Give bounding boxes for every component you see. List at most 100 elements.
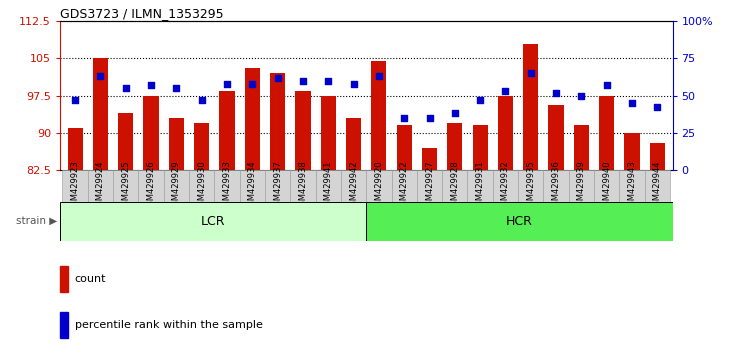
Point — [499, 88, 511, 94]
Bar — [67, 128, 83, 170]
Text: GSM429927: GSM429927 — [425, 160, 434, 211]
Point — [550, 90, 562, 96]
Text: GSM429923: GSM429923 — [71, 160, 80, 211]
Bar — [624, 133, 640, 170]
Bar — [518, 170, 543, 202]
Bar — [321, 96, 336, 170]
Bar — [290, 170, 316, 202]
Text: GSM429939: GSM429939 — [577, 160, 586, 211]
Point — [94, 73, 106, 79]
Text: GDS3723 / ILMN_1353295: GDS3723 / ILMN_1353295 — [60, 7, 224, 20]
Bar — [392, 170, 417, 202]
Text: GSM429934: GSM429934 — [248, 160, 257, 211]
Bar — [548, 105, 564, 170]
Bar — [645, 170, 670, 202]
Text: GSM429920: GSM429920 — [374, 161, 383, 211]
Point — [221, 81, 233, 86]
Point — [246, 81, 258, 86]
Bar — [569, 170, 594, 202]
Bar — [447, 123, 463, 170]
Bar — [594, 170, 619, 202]
Point — [424, 115, 436, 121]
Bar — [194, 123, 209, 170]
Text: GSM429942: GSM429942 — [349, 161, 358, 211]
Point — [196, 97, 208, 103]
Point — [575, 93, 587, 98]
Text: GSM429936: GSM429936 — [552, 160, 561, 211]
Bar — [240, 170, 265, 202]
Bar — [574, 125, 589, 170]
Point — [474, 97, 486, 103]
Text: GSM429943: GSM429943 — [627, 160, 637, 211]
Bar — [295, 91, 311, 170]
Point — [651, 105, 663, 110]
Text: GSM429922: GSM429922 — [400, 161, 409, 211]
Point — [322, 78, 334, 84]
Bar — [468, 170, 493, 202]
Text: GSM429935: GSM429935 — [526, 160, 535, 211]
Bar — [118, 113, 133, 170]
Bar — [371, 61, 387, 170]
Text: GSM429930: GSM429930 — [197, 160, 206, 211]
Text: GSM429940: GSM429940 — [602, 161, 611, 211]
Bar — [619, 170, 645, 202]
Point — [449, 110, 461, 116]
Bar — [397, 125, 412, 170]
Point — [398, 115, 410, 121]
Text: GSM429928: GSM429928 — [450, 160, 459, 211]
Bar — [143, 96, 159, 170]
Text: strain ▶: strain ▶ — [15, 216, 57, 226]
Text: GSM429926: GSM429926 — [147, 160, 156, 211]
Bar — [650, 143, 665, 170]
Point — [626, 100, 638, 106]
Bar — [498, 96, 513, 170]
Point — [297, 78, 308, 84]
Bar — [138, 170, 164, 202]
Text: LCR: LCR — [201, 215, 225, 228]
Bar — [366, 170, 392, 202]
Text: GSM429937: GSM429937 — [273, 160, 282, 211]
Text: GSM429924: GSM429924 — [96, 161, 105, 211]
Text: GSM429932: GSM429932 — [501, 160, 510, 211]
Bar — [60, 266, 68, 292]
Bar — [543, 170, 569, 202]
Point — [601, 82, 613, 88]
Bar — [265, 170, 290, 202]
Point — [120, 85, 132, 91]
Point — [348, 81, 360, 86]
Bar — [113, 170, 138, 202]
Bar — [245, 68, 260, 170]
Text: percentile rank within the sample: percentile rank within the sample — [75, 320, 262, 330]
Bar — [189, 170, 214, 202]
Text: GSM429933: GSM429933 — [222, 160, 232, 211]
Bar — [366, 202, 673, 241]
Point — [69, 97, 81, 103]
Bar — [169, 118, 184, 170]
Bar — [88, 170, 113, 202]
Bar — [523, 44, 538, 170]
Bar — [442, 170, 468, 202]
Point — [525, 70, 537, 76]
Text: GSM429929: GSM429929 — [172, 161, 181, 211]
Bar — [93, 58, 108, 170]
Bar — [417, 170, 442, 202]
Text: GSM429944: GSM429944 — [653, 161, 662, 211]
Text: GSM429938: GSM429938 — [298, 160, 308, 211]
Text: GSM429931: GSM429931 — [476, 160, 485, 211]
Bar — [62, 170, 88, 202]
Text: GSM429941: GSM429941 — [324, 161, 333, 211]
Bar — [270, 73, 285, 170]
Bar — [214, 170, 240, 202]
Bar — [219, 91, 235, 170]
Bar — [599, 96, 614, 170]
Bar — [341, 170, 366, 202]
Bar — [422, 148, 437, 170]
Bar — [164, 170, 189, 202]
Point — [373, 73, 385, 79]
Text: count: count — [75, 274, 106, 284]
Bar — [346, 118, 361, 170]
Bar — [316, 170, 341, 202]
Point — [272, 75, 284, 81]
Bar — [493, 170, 518, 202]
Text: HCR: HCR — [506, 215, 533, 228]
